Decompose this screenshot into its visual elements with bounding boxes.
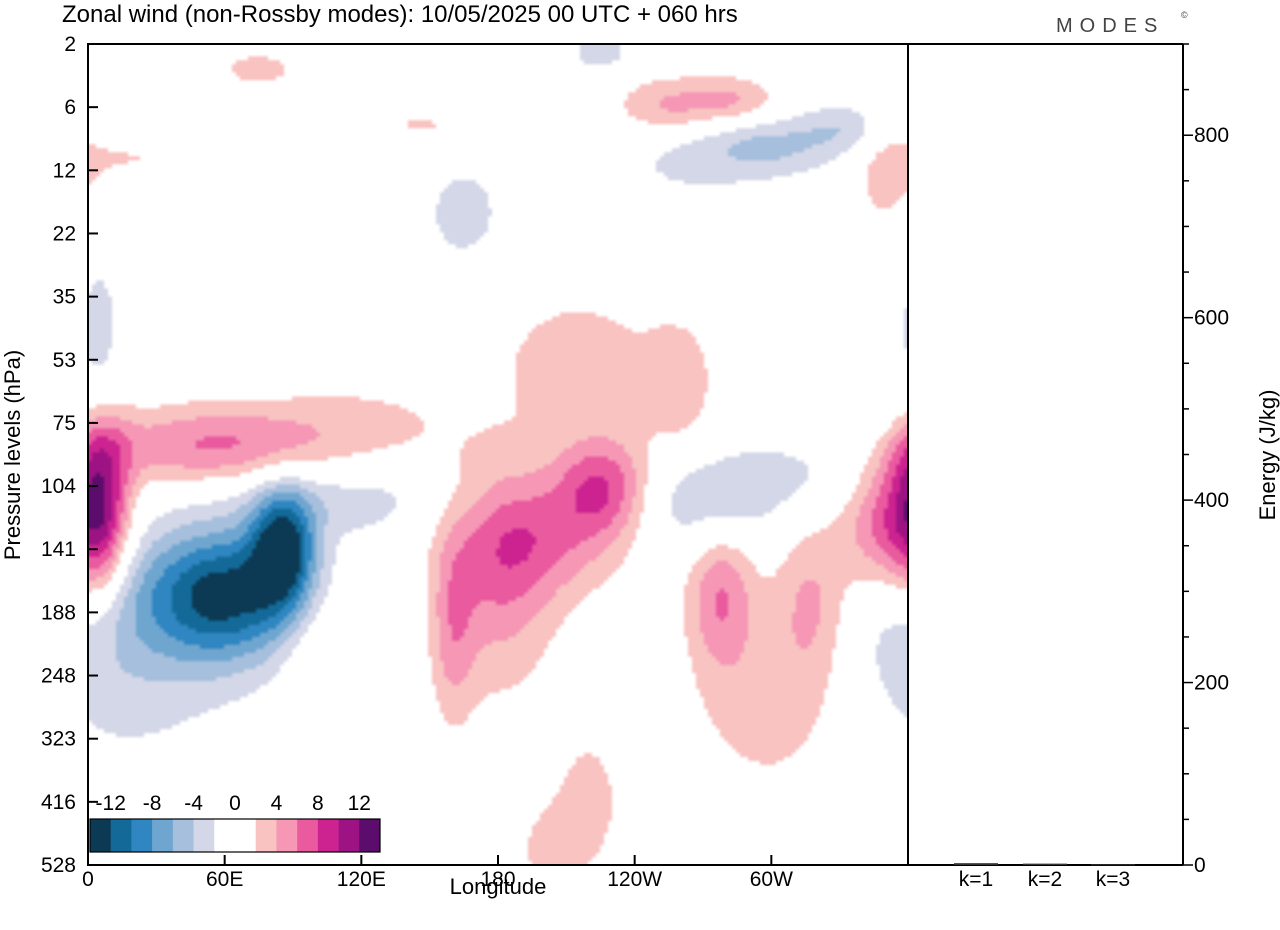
plot-frame [87,43,909,866]
y-tick-label: 323 [41,728,76,751]
colorbar-label: 8 [312,792,324,815]
colorbar-swatch [131,819,153,852]
x-tick-label: 60E [206,868,243,891]
y-tick-label: 141 [41,538,76,561]
colorbar-swatch [276,819,298,852]
y-tick-label: 416 [41,791,76,814]
colorbar-label: 4 [271,792,283,815]
colorbar-label: -4 [184,792,203,815]
y-tick-label: 35 [53,286,76,309]
colorbar-swatch [235,819,257,852]
colorbar-swatch [90,819,112,852]
y-axis-label: Pressure levels (hPa) [0,350,25,560]
y-tick-label: 528 [41,854,76,877]
colorbar-swatch [297,819,319,852]
x-tick-label: 180 [480,868,515,891]
energy-tick-label: 0 [1194,854,1206,877]
energy-bar-label: k=3 [1096,868,1130,891]
colorbar-label: 0 [229,792,241,815]
energy-tick-label: 600 [1194,307,1229,330]
y-tick-label: 104 [41,475,76,498]
colorbar-swatch [152,819,174,852]
colorbar-label: -12 [96,792,126,815]
colorbar-label: 12 [348,792,371,815]
energy-bar [1023,863,1067,865]
x-tick-label: 120E [337,868,386,891]
energy-bar [1091,864,1135,866]
y-tick-label: 22 [53,222,76,245]
x-tick-label: 120W [607,868,662,891]
x-axis-label: Longitude [450,874,547,899]
energy-panel: 0 200 400 600 800 k=1 k=2 k=3 [908,43,1229,891]
colorbar-swatch [172,819,194,852]
heatmap-plot-area: 2 6 12 22 35 53 75 104 141 188 248 323 416 528 0 60E 12… [41,33,909,891]
y-tick-label: 75 [53,412,76,435]
energy-tick-label: 800 [1194,124,1229,147]
y-tick-label: 12 [53,159,76,182]
energy-bars: k=1 k=2 k=3 [954,863,1135,891]
x-tick-label: 60W [750,868,793,891]
y-axis-ticks: 2 6 12 22 35 53 75 104 141 188 248 323 416 528 [41,33,98,877]
colorbar-frame [89,818,381,853]
colorbar-swatch [214,819,236,852]
colorbar: -12 -8 -4 0 4 8 12 [89,792,381,853]
colorbar-swatch [359,819,381,852]
colorbar-swatch [255,819,277,852]
energy-axis-ticks: 0 200 400 600 800 [1183,43,1229,877]
x-axis-ticks: 0 60E 120E 180 120W 60W [82,855,793,891]
colorbar-swatch [317,819,339,852]
y2-axis-label: Energy (J/kg) [1255,390,1280,521]
brand-text: MODES [1056,15,1164,37]
energy-tick-label: 400 [1194,489,1229,512]
y-tick-label: 6 [64,96,76,119]
colorbar-swatch [110,819,132,852]
y-tick-label: 248 [41,665,76,688]
colorbar-swatch [338,819,360,852]
brand-mark: © [1181,10,1188,20]
colorbar-label: -8 [143,792,162,815]
energy-bar [954,863,998,865]
energy-tick-label: 200 [1194,672,1229,695]
modes-logo: MODES © [1056,10,1188,37]
energy-bar-label: k=2 [1028,868,1062,891]
x-tick-label: 0 [82,868,94,891]
y-tick-label: 2 [64,33,76,56]
y-tick-label: 188 [41,601,76,624]
y-tick-label: 53 [53,349,76,372]
colorbar-swatch [193,819,215,852]
energy-bar-label: k=1 [959,868,993,891]
heatmap-raster [88,44,908,865]
chart-title: Zonal wind (non-Rossby modes): 10/05/202… [62,1,738,28]
